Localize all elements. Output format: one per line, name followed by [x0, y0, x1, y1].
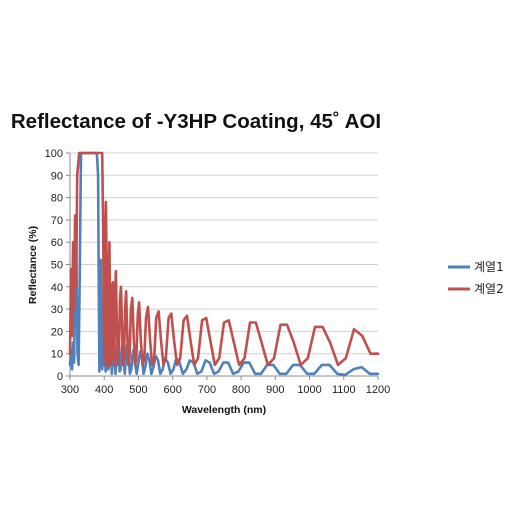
- y-tick-label: 10: [51, 349, 63, 361]
- x-tick-label: 400: [95, 384, 113, 396]
- series-line-1: [68, 151, 380, 377]
- x-tick-label: 700: [198, 384, 216, 396]
- x-tick-label: 500: [129, 384, 147, 396]
- chart-title: Reflectance of -Y3HP Coating, 45˚ AOI: [11, 110, 381, 133]
- x-axis-title: Wavelength (nm): [182, 404, 266, 416]
- y-tick-labels: 0 10 20 30 40 50 60 70 80 90 100: [45, 148, 70, 383]
- y-tick-label: 60: [51, 237, 63, 249]
- series-lines: [68, 151, 380, 377]
- series-line-2: [68, 151, 380, 369]
- y-tick-label: 70: [51, 215, 63, 227]
- y-tick-label: 100: [45, 148, 63, 160]
- x-tick-label: 600: [163, 384, 181, 396]
- legend-label-2: 계열2: [474, 282, 504, 296]
- y-tick-label: 30: [51, 304, 63, 316]
- x-tick-label: 1200: [366, 384, 390, 396]
- y-axis-title: Reflectance (%): [27, 226, 39, 304]
- y-tick-label: 40: [51, 282, 63, 294]
- x-tick-label: 300: [61, 384, 79, 396]
- x-tick-label: 1100: [332, 384, 356, 396]
- x-tick-label: 900: [266, 384, 284, 396]
- x-tick-label: 1000: [297, 384, 321, 396]
- legend: 계열1 계열2: [448, 260, 504, 296]
- x-tick-labels: 300 400 500 600 700 800 900 1000 1100 1200: [61, 376, 390, 396]
- y-tick-label: 50: [51, 260, 63, 272]
- y-tick-label: 20: [51, 326, 63, 338]
- x-tick-label: 800: [232, 384, 250, 396]
- y-tick-label: 80: [51, 193, 63, 205]
- legend-label-1: 계열1: [474, 260, 504, 274]
- y-tick-label: 90: [51, 170, 63, 182]
- y-tick-label: 0: [57, 371, 63, 383]
